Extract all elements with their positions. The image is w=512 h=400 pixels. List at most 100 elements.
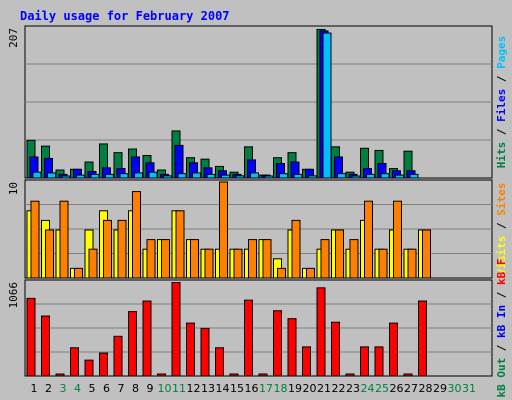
bar-kb-f-day-16	[244, 299, 253, 377]
legend-entry: Visits	[495, 229, 508, 275]
legend-entry: Hits	[495, 135, 508, 168]
x-label-day-9: 9	[147, 382, 154, 395]
legend-entry: /	[495, 122, 508, 135]
bar-kb-f-day-25	[374, 346, 384, 377]
bar-sites-day-7	[117, 219, 127, 279]
panel-kbf-kbin-kbout-legend: kB Out / kB In / kB F	[495, 258, 508, 397]
bar-pages-day-10	[163, 175, 172, 179]
bar-sites-day-6	[103, 219, 112, 279]
bar-kb-f-day-11	[171, 282, 181, 377]
x-label-day-8: 8	[132, 382, 139, 395]
bar-pages-day-18	[279, 173, 288, 179]
bar-pages-day-27	[409, 173, 419, 179]
legend-entry: /	[495, 285, 508, 298]
x-label-day-11: 11	[172, 382, 186, 395]
bar-pages-day-23	[351, 175, 361, 179]
x-label-day-4: 4	[74, 382, 81, 395]
x-label-day-12: 12	[187, 382, 201, 395]
bar-pages-day-26	[395, 174, 404, 179]
x-label-day-17: 17	[259, 382, 273, 395]
bar-pages-day-9	[148, 171, 158, 179]
bar-sites-day-11	[175, 210, 185, 279]
bar-pages-day-17	[264, 175, 274, 179]
bar-sites-day-14	[219, 181, 228, 279]
bar-pages-day-13	[206, 173, 216, 179]
legend-entry: kB F	[495, 258, 508, 285]
x-label-day-29: 29	[433, 382, 447, 395]
bar-kb-f-day-2	[41, 315, 50, 377]
bar-sites-day-27	[407, 248, 417, 279]
bar-pages-day-15	[235, 175, 245, 179]
panel-kbf-kbin-kbout-max-label: 1066	[7, 282, 20, 309]
bar-kb-f-day-26	[389, 322, 398, 377]
bar-kb-f-day-24	[360, 346, 369, 377]
legend-entry: kB In	[495, 298, 508, 338]
bar-kb-f-day-23	[345, 373, 355, 377]
bar-pages-day-14	[221, 174, 230, 179]
x-label-day-30: 30	[448, 382, 462, 395]
x-label-day-21: 21	[317, 382, 331, 395]
x-label-day-31: 31	[462, 382, 476, 395]
x-label-day-22: 22	[332, 382, 346, 395]
x-label-day-3: 3	[60, 382, 67, 395]
bar-pages-day-8	[134, 172, 143, 179]
x-label-day-23: 23	[346, 382, 360, 395]
bar-kb-f-day-21	[316, 287, 326, 377]
bar-kb-f-day-6	[99, 352, 108, 377]
bar-kb-f-day-9	[142, 300, 152, 377]
bar-pages-day-4	[76, 174, 85, 179]
x-label-day-28: 28	[419, 382, 433, 395]
bar-kb-f-day-1	[26, 297, 36, 377]
x-label-day-7: 7	[118, 382, 125, 395]
bar-sites-day-22	[335, 229, 344, 279]
bar-files-day-11	[174, 144, 184, 179]
panel-hits-files-pages-max-label: 207	[7, 28, 20, 48]
bar-pages-day-12	[192, 172, 201, 179]
bar-kb-f-day-22	[331, 321, 340, 377]
x-label-day-2: 2	[45, 382, 52, 395]
x-label-day-19: 19	[288, 382, 302, 395]
bar-sites-day-3	[59, 200, 69, 279]
bar-sites-day-18	[277, 267, 286, 279]
bar-kb-f-day-5	[84, 359, 94, 377]
bar-kb-f-day-17	[258, 373, 268, 377]
x-label-day-13: 13	[201, 382, 215, 395]
panel-hits-files-pages-legend: Hits / Files / Pages	[495, 36, 508, 169]
bar-sites-day-19	[291, 219, 301, 279]
bar-sites-day-1	[30, 200, 40, 279]
bar-pages-day-11	[177, 173, 187, 179]
bar-kb-f-day-8	[128, 311, 137, 377]
bar-sites-day-5	[88, 248, 98, 279]
x-label-day-20: 20	[303, 382, 317, 395]
x-label-day-24: 24	[361, 382, 375, 395]
bar-kb-f-day-7	[113, 335, 123, 377]
x-label-day-18: 18	[274, 382, 288, 395]
bar-sites-day-20	[306, 267, 315, 279]
legend-entry: kB Out	[495, 351, 508, 397]
x-label-day-16: 16	[245, 382, 259, 395]
x-label-day-10: 10	[158, 382, 172, 395]
bar-sites-day-9	[146, 239, 156, 279]
legend-entry: Sites	[495, 183, 508, 216]
bar-pages-day-3	[61, 175, 71, 179]
bar-sites-day-16	[248, 239, 257, 279]
legend-entry: /	[495, 338, 508, 351]
bar-kb-f-day-15	[229, 373, 239, 377]
bar-pages-day-24	[366, 173, 375, 179]
bar-kb-f-day-10	[157, 373, 166, 377]
bar-pages-day-6	[105, 173, 114, 179]
bar-pages-day-25	[380, 173, 390, 179]
panel-visits-sites-legend: Visits / Sites	[495, 183, 508, 276]
x-label-day-26: 26	[390, 382, 404, 395]
bar-sites-day-4	[74, 267, 83, 279]
bar-kb-f-day-19	[287, 318, 297, 377]
bar-sites-day-26	[393, 200, 402, 279]
bar-pages-day-1	[32, 171, 42, 179]
panel-visits-sites-max-label: 10	[7, 182, 20, 195]
bar-pages-day-7	[119, 173, 129, 179]
bar-sites-day-24	[364, 200, 373, 279]
x-label-day-27: 27	[404, 382, 418, 395]
bar-kb-f-day-14	[215, 347, 224, 377]
